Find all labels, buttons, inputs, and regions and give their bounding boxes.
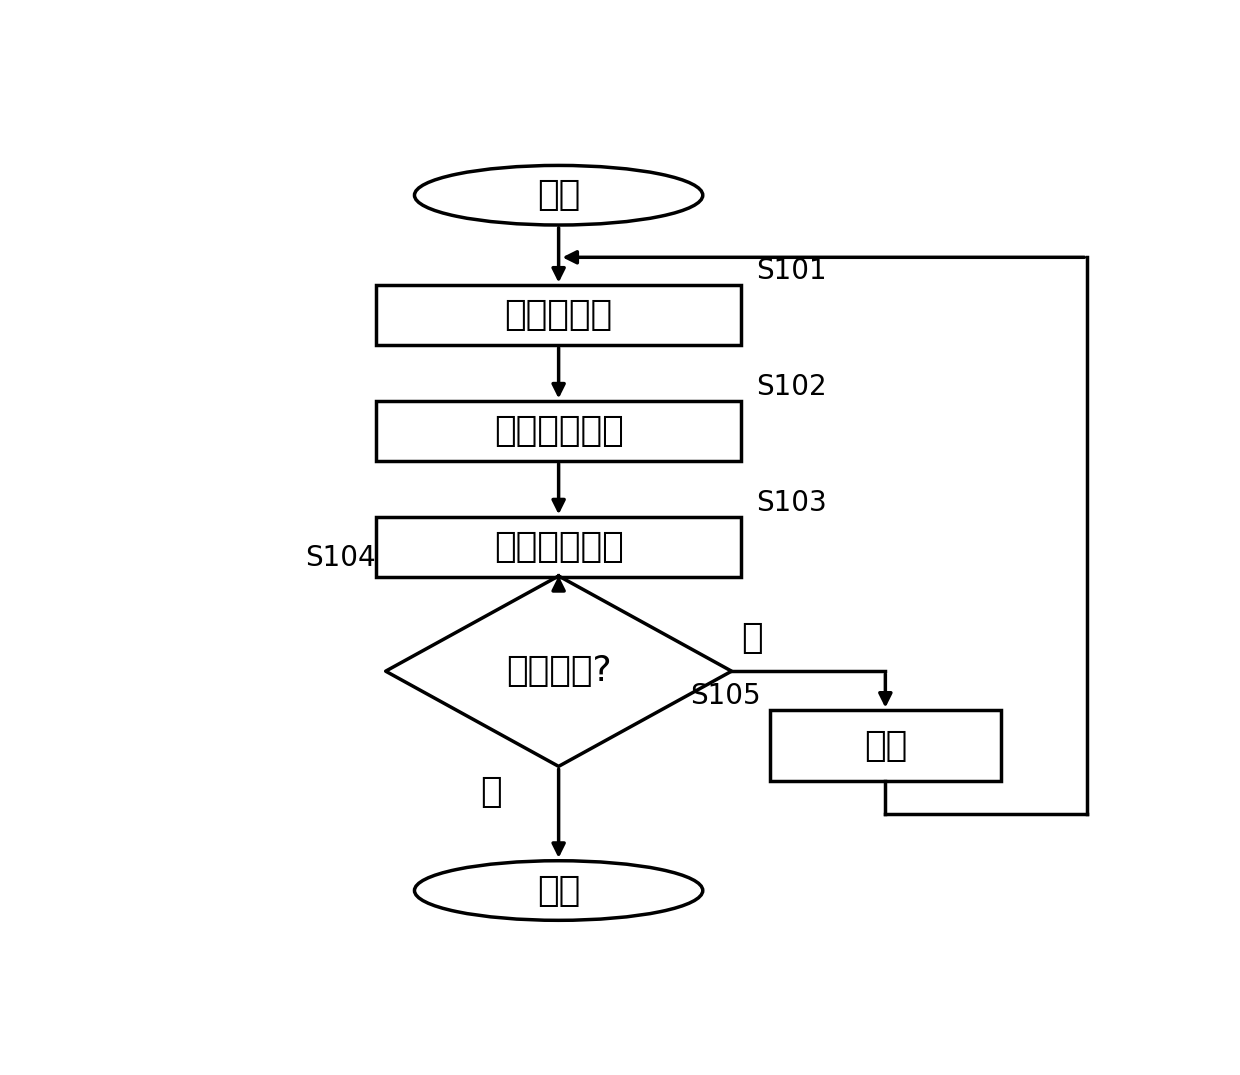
Text: 否: 否	[742, 620, 763, 655]
Bar	[376, 401, 742, 461]
Text: S102: S102	[755, 373, 826, 401]
Bar	[376, 286, 742, 345]
Text: S103: S103	[755, 489, 826, 517]
Text: S105: S105	[689, 683, 760, 711]
Text: 确定移动速度: 确定移动速度	[494, 414, 624, 448]
Text: 移动: 移动	[864, 729, 906, 762]
Text: S101: S101	[755, 257, 826, 286]
Text: 成膜完成?: 成膜完成?	[506, 655, 611, 688]
Text: 结束: 结束	[537, 874, 580, 907]
Bar	[376, 517, 742, 577]
Text: 是: 是	[481, 775, 502, 808]
Text: 开始: 开始	[537, 178, 580, 212]
Text: 获取压力値: 获取压力値	[505, 298, 613, 332]
Text: 变更移动速度: 变更移动速度	[494, 530, 624, 564]
Bar	[770, 711, 1001, 780]
Text: S104: S104	[305, 544, 376, 572]
